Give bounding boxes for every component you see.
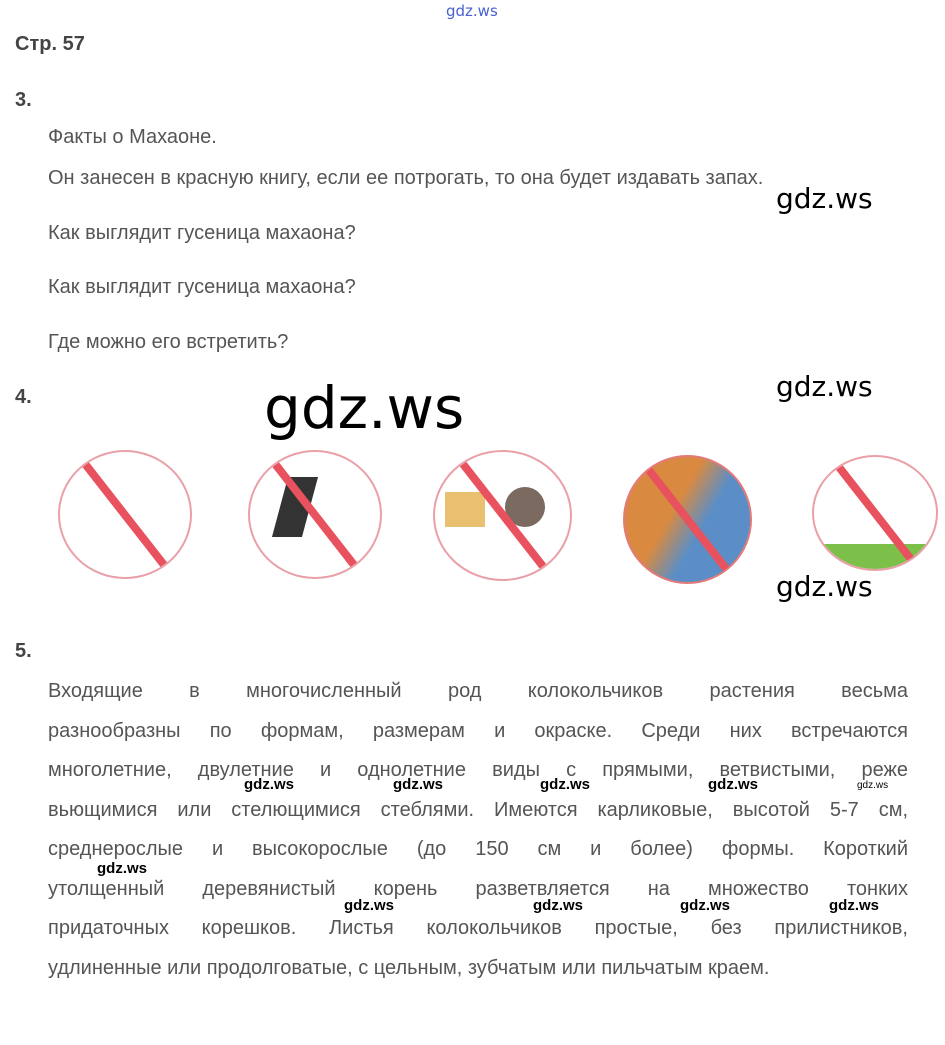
watermark: gdz.ws (344, 897, 395, 914)
task-3-line: Факты о Махаоне. (48, 126, 217, 148)
watermark: gdz.ws (97, 860, 148, 877)
prohibition-sign-icon (58, 450, 192, 579)
paragraph-line: разнообразны по формам, размерам и окрас… (48, 719, 908, 742)
watermark: gdz.ws (680, 897, 731, 914)
task-3-line: Как выглядит гусеница махаона? (48, 276, 356, 298)
paragraph-line: среднерослые и высокорослые (до 150 см и… (48, 838, 908, 860)
task-4-number: 4. (15, 386, 32, 408)
watermark-large: gdz.ws (264, 374, 465, 442)
prohibition-sign-icon (623, 455, 752, 584)
page-title: Стр. 57 (15, 33, 85, 55)
watermark: gdz.ws (776, 182, 873, 215)
paragraph-line: Входящие в многочисленный род колокольчи… (48, 680, 908, 702)
watermark: gdz.ws (533, 897, 584, 914)
watermark: gdz.ws (708, 776, 759, 793)
prohibition-sign-icon (433, 450, 572, 581)
task-3-line: Где можно его встретить? (48, 331, 289, 353)
watermark: gdz.ws (776, 570, 873, 603)
prohibition-sign-icon (812, 455, 938, 571)
paragraph-line: вьющимися или стелющимися стеблями. Имею… (48, 798, 908, 821)
task-3-number: 3. (15, 89, 32, 111)
task-5-paragraph: Входящие в многочисленный род колокольчи… (48, 672, 908, 988)
task-3-line: Как выглядит гусеница махаона? (48, 222, 356, 244)
paragraph-line: удлиненные или продолговатые, с цельным,… (48, 956, 770, 979)
watermark: gdz.ws (829, 897, 880, 914)
watermark: gdz.ws (857, 780, 889, 791)
paragraph-line: утолщенный деревянистый корень разветвля… (48, 877, 908, 900)
watermark: gdz.ws (540, 776, 591, 793)
task-5-number: 5. (15, 640, 32, 662)
watermark-top: gdz.ws (446, 2, 498, 20)
paragraph-line: многолетние, двулетние и однолетние виды… (48, 759, 908, 781)
task-3-line: Он занесен в красную книгу, если ее потр… (48, 167, 764, 189)
watermark: gdz.ws (776, 370, 873, 403)
paragraph-line: придаточных корешков. Листья колокольчик… (48, 917, 908, 939)
watermark: gdz.ws (244, 776, 295, 793)
watermark: gdz.ws (393, 776, 444, 793)
prohibition-sign-icon (248, 450, 382, 579)
